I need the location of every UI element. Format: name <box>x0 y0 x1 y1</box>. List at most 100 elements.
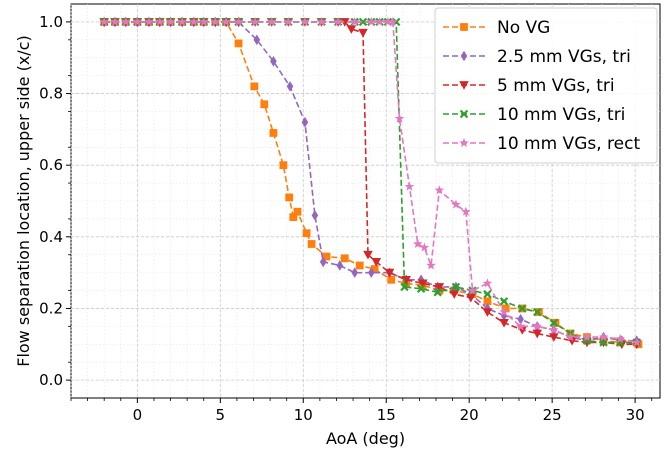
data-point <box>336 260 344 271</box>
data-point <box>316 16 327 26</box>
data-point <box>371 258 382 267</box>
legend-swatch-marker <box>460 50 468 62</box>
data-point <box>549 333 559 342</box>
data-point <box>433 288 442 297</box>
data-point <box>311 210 319 221</box>
data-point <box>551 318 560 327</box>
data-point <box>451 282 461 292</box>
series-layer <box>99 16 643 350</box>
data-point <box>289 213 298 222</box>
legend-entry-2: 5 mm VGs, tri <box>443 76 615 96</box>
data-point <box>501 304 510 313</box>
legend-label: 10 mm VGs, tri <box>497 105 625 125</box>
axes: 0 5 10 15 20 25 30 0.0 0.2 0.4 0.6 0.8 1.0 <box>39 13 653 424</box>
data-point <box>483 297 492 306</box>
data-point <box>582 338 592 348</box>
data-point <box>517 313 524 325</box>
data-point <box>189 16 199 26</box>
data-point <box>499 318 509 328</box>
data-point <box>250 16 260 26</box>
data-point <box>165 16 176 26</box>
legend-box <box>434 7 658 164</box>
data-point <box>434 283 445 292</box>
y-tick-label: 0.0 <box>39 371 63 389</box>
data-point <box>387 275 396 284</box>
data-point <box>333 16 343 26</box>
y-tick-label: 0.4 <box>39 228 63 246</box>
data-point <box>270 56 277 67</box>
legend-swatch-marker <box>459 81 469 90</box>
data-point <box>632 337 642 347</box>
legend-swatch-marker <box>459 109 469 119</box>
legend-label: 2.5 mm VGs, tri <box>497 47 631 67</box>
data-point <box>449 290 460 299</box>
data-point <box>483 289 492 299</box>
data-point <box>120 16 131 26</box>
y-tick-label: 0.8 <box>39 85 63 103</box>
data-point <box>346 25 357 34</box>
data-point <box>269 129 278 137</box>
data-point <box>368 267 375 278</box>
data-point <box>615 333 625 343</box>
x-tick-label: 10 <box>294 406 313 424</box>
x-axis-label: AoA (deg) <box>326 429 405 448</box>
data-point <box>451 199 461 209</box>
legend-label: 5 mm VGs, tri <box>497 76 615 96</box>
legend-swatch-marker <box>459 138 469 148</box>
data-point <box>419 242 430 252</box>
data-point <box>413 238 423 249</box>
data-point <box>99 16 109 26</box>
x-tick-label: 5 <box>216 406 226 424</box>
data-point <box>366 16 377 26</box>
data-point <box>358 28 368 38</box>
data-point <box>426 260 436 270</box>
data-point <box>233 16 244 26</box>
data-point <box>285 193 294 202</box>
data-point <box>267 16 277 26</box>
data-point <box>549 324 559 334</box>
data-point <box>301 116 309 128</box>
data-point <box>302 229 311 238</box>
data-point <box>322 252 331 261</box>
data-point <box>565 332 576 342</box>
data-point <box>300 16 310 26</box>
data-point <box>515 321 526 331</box>
data-point <box>582 332 592 342</box>
data-point <box>384 268 395 278</box>
data-point <box>144 16 154 26</box>
data-point <box>549 318 559 327</box>
data-point <box>339 18 350 27</box>
legend-swatch-marker <box>460 23 468 31</box>
data-point <box>177 16 187 26</box>
data-point <box>340 254 349 263</box>
series-4 <box>99 16 642 347</box>
data-point <box>363 250 373 260</box>
data-point <box>155 16 165 26</box>
data-point <box>394 113 405 123</box>
x-tick-label: 25 <box>543 406 562 424</box>
data-point <box>404 181 415 191</box>
x-tick-label: 15 <box>377 406 396 424</box>
data-point <box>500 310 508 321</box>
y-tick-label: 0.2 <box>39 299 63 317</box>
data-point <box>533 307 542 317</box>
data-point <box>355 261 364 270</box>
x-tick-label: 30 <box>626 406 645 424</box>
data-point <box>532 321 542 331</box>
data-point <box>388 16 398 26</box>
data-point <box>132 16 143 26</box>
data-point <box>210 16 221 26</box>
data-point <box>499 307 509 317</box>
data-point <box>482 278 493 288</box>
data-point <box>307 240 316 248</box>
data-point <box>351 267 359 278</box>
data-point <box>279 161 288 170</box>
data-point <box>434 185 445 195</box>
data-point <box>110 16 120 26</box>
legend: No VG 2.5 mm VGs, tri 5 mm VGs, tri 10 mm V… <box>434 7 658 164</box>
data-point <box>286 81 294 92</box>
y-tick-label: 1.0 <box>39 13 63 31</box>
data-point <box>221 16 231 26</box>
data-point <box>358 17 368 27</box>
